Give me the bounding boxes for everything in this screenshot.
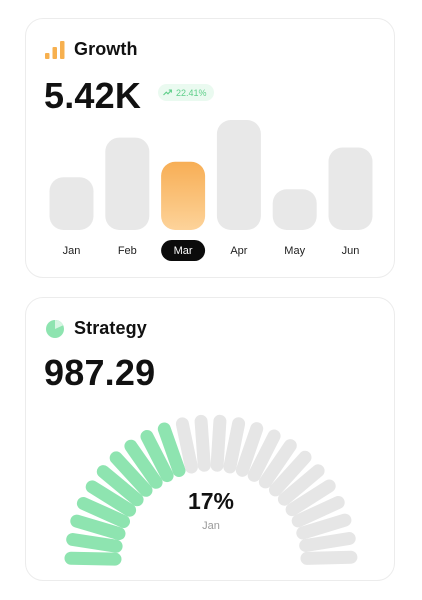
change-badge: 22.41% (158, 84, 214, 101)
gauge-segment (96, 465, 144, 507)
trend-up-icon (163, 89, 172, 96)
growth-card: Growth 5.42K 22.41% Jan Feb Mar Apr May Jun (25, 18, 395, 278)
change-value: 22.41% (176, 87, 207, 98)
bar-feb[interactable] (105, 137, 150, 230)
gauge-segment (175, 417, 198, 474)
bar-may[interactable] (272, 189, 317, 230)
gauge-segment (210, 414, 227, 472)
month-label-feb[interactable]: Feb (118, 245, 137, 257)
bar-mar[interactable] (161, 161, 206, 230)
gauge-segment (277, 464, 325, 506)
gauge-segment (235, 422, 264, 477)
gauge-segment (64, 551, 122, 566)
gauge-percent: 17% (187, 488, 235, 514)
month-label-jun[interactable]: Jun (342, 245, 360, 257)
growth-bar-chart: Jan Feb Mar Apr May Jun (49, 120, 373, 261)
strategy-title: Strategy (74, 318, 147, 338)
bar-chart-icon (45, 40, 65, 59)
month-label-apr[interactable]: Apr (230, 245, 247, 257)
gauge-segment (299, 532, 356, 552)
gauge-segment (296, 513, 352, 540)
month-label-may[interactable]: May (284, 245, 305, 257)
strategy-header: Strategy (45, 318, 147, 339)
gauge-segment (223, 417, 246, 474)
gauge-segment (291, 496, 345, 528)
strategy-card: Strategy 987.29 17% Jan (25, 297, 395, 581)
gauge-segment (109, 451, 153, 497)
gauge-segment (70, 514, 126, 541)
growth-title: Growth (74, 39, 138, 59)
gauge-segment (258, 439, 297, 489)
strategy-value: 987.29 (44, 352, 156, 393)
pie-chart-icon (46, 319, 64, 338)
gauge-segment (124, 439, 163, 489)
bar-apr[interactable] (216, 120, 261, 230)
gauge-segment (140, 430, 174, 483)
growth-header: Growth (45, 39, 138, 60)
gauge-segment (66, 533, 123, 553)
gauge-segment (247, 429, 281, 482)
bar-jun[interactable] (328, 147, 373, 231)
month-label-jan[interactable]: Jan (63, 245, 81, 257)
gauge-sub-label: Jan (202, 520, 220, 532)
growth-value: 5.42K (44, 75, 142, 116)
gauge-segment (300, 550, 358, 565)
bar-jan[interactable] (49, 177, 94, 230)
month-label-mar[interactable]: Mar (174, 245, 193, 257)
strategy-gauge (64, 414, 358, 566)
gauge-segment (76, 497, 130, 528)
selected-month-pill[interactable] (161, 240, 206, 261)
gauge-segment (85, 480, 137, 517)
gauge-segment (269, 450, 312, 497)
gauge-segment (285, 479, 336, 517)
gauge-segment (194, 414, 211, 472)
gauge-segment (157, 422, 186, 477)
